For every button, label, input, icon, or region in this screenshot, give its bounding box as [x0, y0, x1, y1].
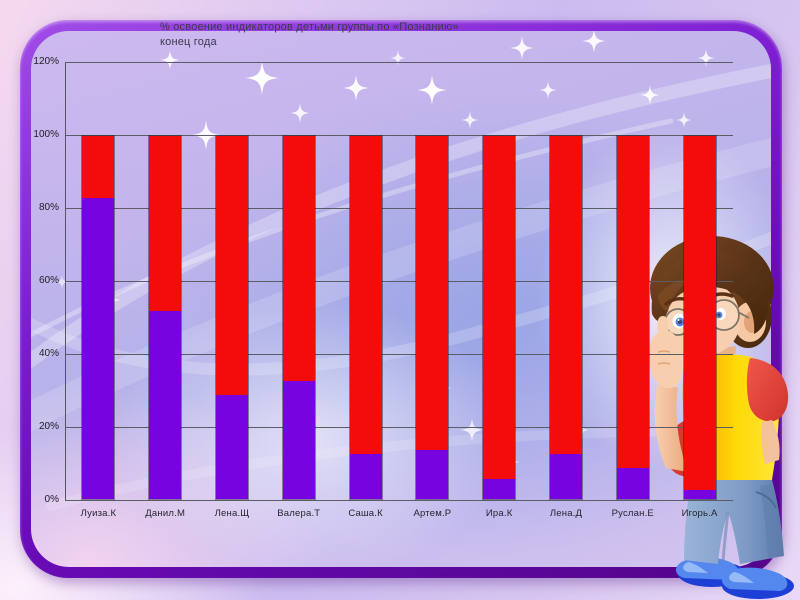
sparkle-star: [103, 291, 121, 309]
sparkle-star: [640, 85, 660, 105]
sparkle-star: [460, 418, 484, 442]
sparkle-star: [539, 81, 557, 99]
sparkle-star: [297, 461, 315, 479]
sparkle-star: [343, 75, 369, 101]
sparkle-star: [676, 112, 692, 128]
sparkle-star: [245, 61, 279, 95]
sparkle-star: [582, 31, 606, 53]
sparkle-star: [55, 275, 69, 289]
boy-right-sleeve: [746, 358, 789, 422]
sparkle-star: [432, 378, 452, 398]
boy-fist: [649, 316, 683, 389]
sparkle-star: [160, 50, 180, 70]
sparkle-star: [504, 454, 520, 470]
sparkle-star: [697, 49, 715, 67]
sparkle-star: [417, 75, 447, 105]
boy-shoes: [675, 557, 794, 599]
boy-right-forearm: [761, 420, 780, 464]
boy-eyes: [672, 308, 726, 329]
sparkle-star: [575, 423, 589, 437]
sparkle-star: [390, 50, 406, 66]
cartoon-boy-illustration: [649, 236, 794, 599]
boy-jeans: [684, 480, 784, 564]
sparkle-star: [510, 36, 534, 60]
sparkle-star: [461, 111, 479, 129]
sparkle-star: [191, 120, 221, 150]
sparkle-star: [290, 103, 310, 123]
boy-hair-fringe: [651, 252, 768, 334]
